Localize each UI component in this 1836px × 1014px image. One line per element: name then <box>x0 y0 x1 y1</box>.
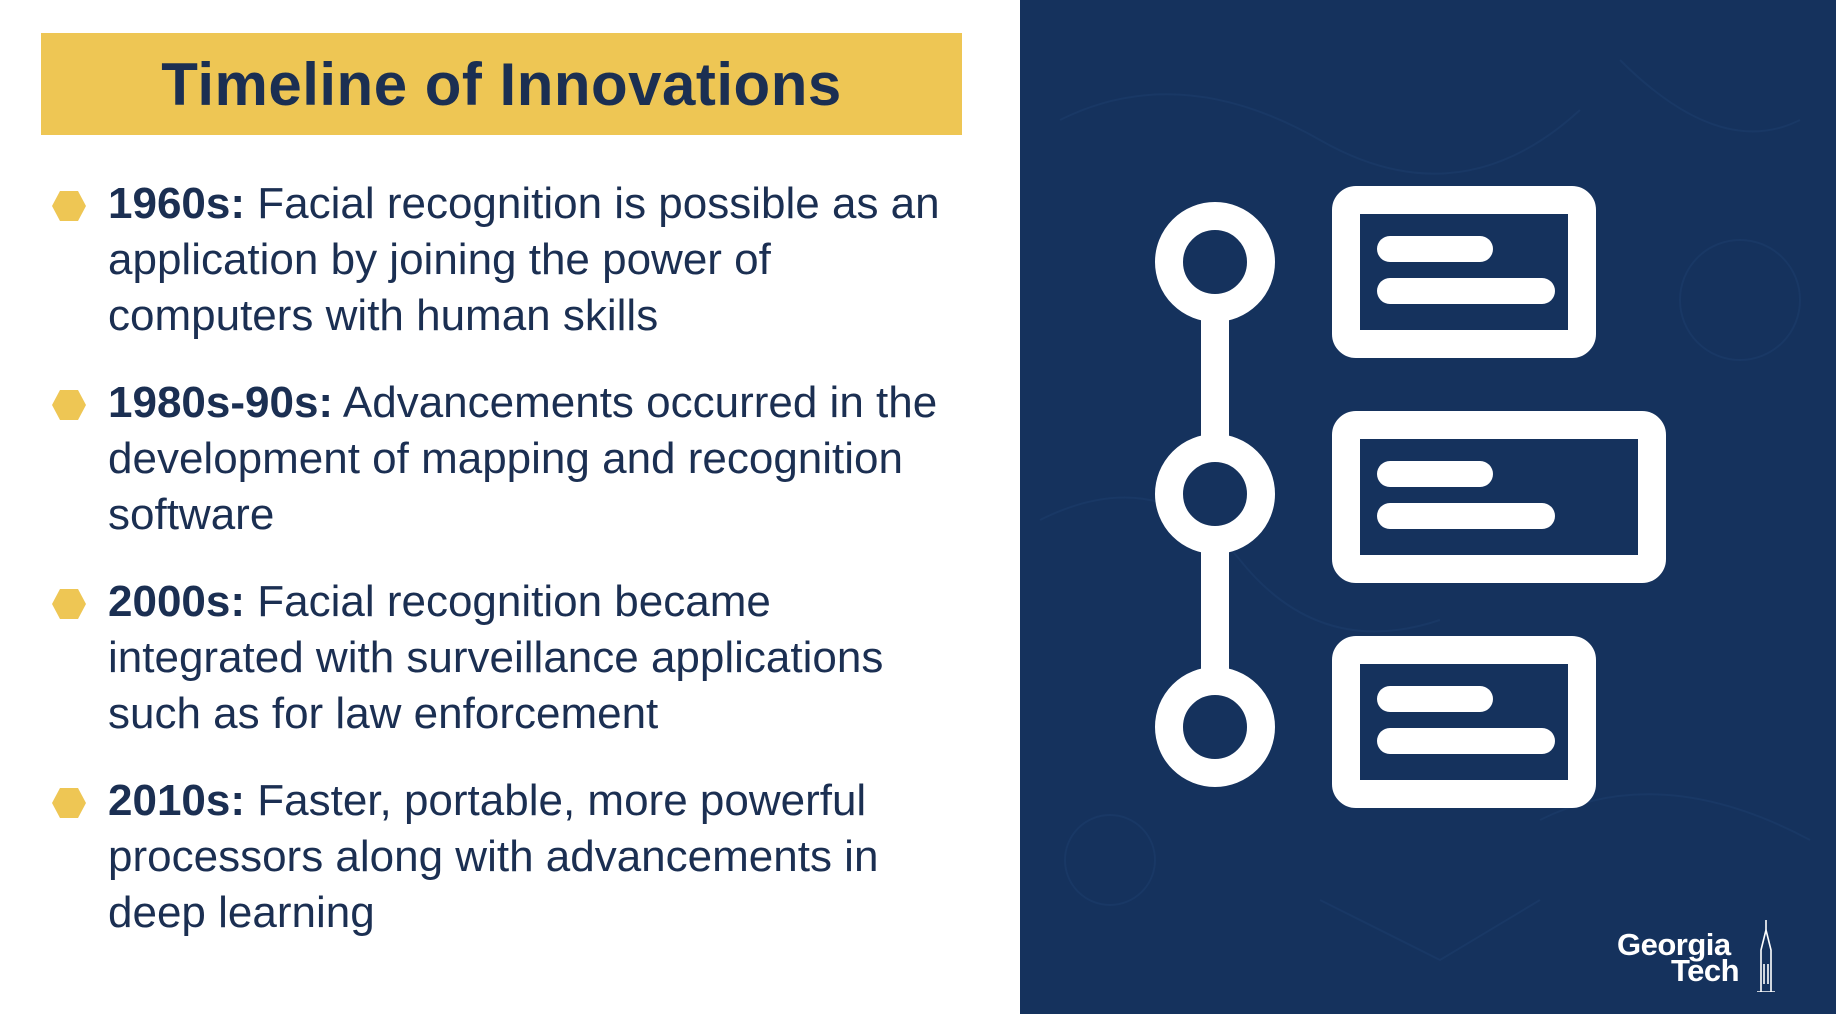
bullet-year: 1980s-90s: <box>108 378 334 427</box>
timeline-card-3 <box>1332 636 1596 808</box>
timeline-node-1 <box>1155 202 1275 322</box>
title-bar: Timeline of Innovations <box>41 33 962 135</box>
graphic-panel <box>1020 0 1836 1014</box>
timeline-node-3 <box>1155 667 1275 787</box>
timeline-icon <box>1155 186 1666 808</box>
logo-line-2: Tech <box>1671 953 1740 988</box>
hexagon-bullet-icon <box>52 589 86 619</box>
bullet-list: 1960s: Facial recognition is possible as… <box>52 176 952 972</box>
timeline-card-1 <box>1332 186 1596 358</box>
bullet-year: 1960s: <box>108 179 246 228</box>
bullet-text: Facial recognition is possible as an app… <box>108 179 940 340</box>
bullet-text: Advancements occurred in the development… <box>108 378 938 539</box>
bullet-item-2000s: 2000s: Facial recognition became integra… <box>52 574 952 742</box>
bullet-text: Faster, portable, more powerful processo… <box>108 776 879 937</box>
content-panel: Timeline of Innovations 1960s: Facial re… <box>41 33 962 972</box>
timeline-card-2 <box>1332 411 1666 583</box>
timeline-node-2 <box>1155 434 1275 554</box>
bullet-item-1960s: 1960s: Facial recognition is possible as… <box>52 176 952 344</box>
hexagon-bullet-icon <box>52 191 86 221</box>
bullet-text: Facial recognition became integrated wit… <box>108 577 884 738</box>
bullet-item-1980s-90s: 1980s-90s: Advancements occurred in the … <box>52 375 952 543</box>
slide-title: Timeline of Innovations <box>161 50 842 118</box>
bullet-year: 2010s: <box>108 776 246 825</box>
hexagon-bullet-icon <box>52 390 86 420</box>
logo-line-1: Georgia <box>1617 927 1731 962</box>
hexagon-bullet-icon <box>52 788 86 818</box>
tech-tower-icon <box>1757 920 1775 992</box>
georgia-tech-logo: Georgia Tech <box>1615 920 1775 996</box>
bullet-item-2010s: 2010s: Faster, portable, more powerful p… <box>52 773 952 941</box>
bullet-year: 2000s: <box>108 577 246 626</box>
